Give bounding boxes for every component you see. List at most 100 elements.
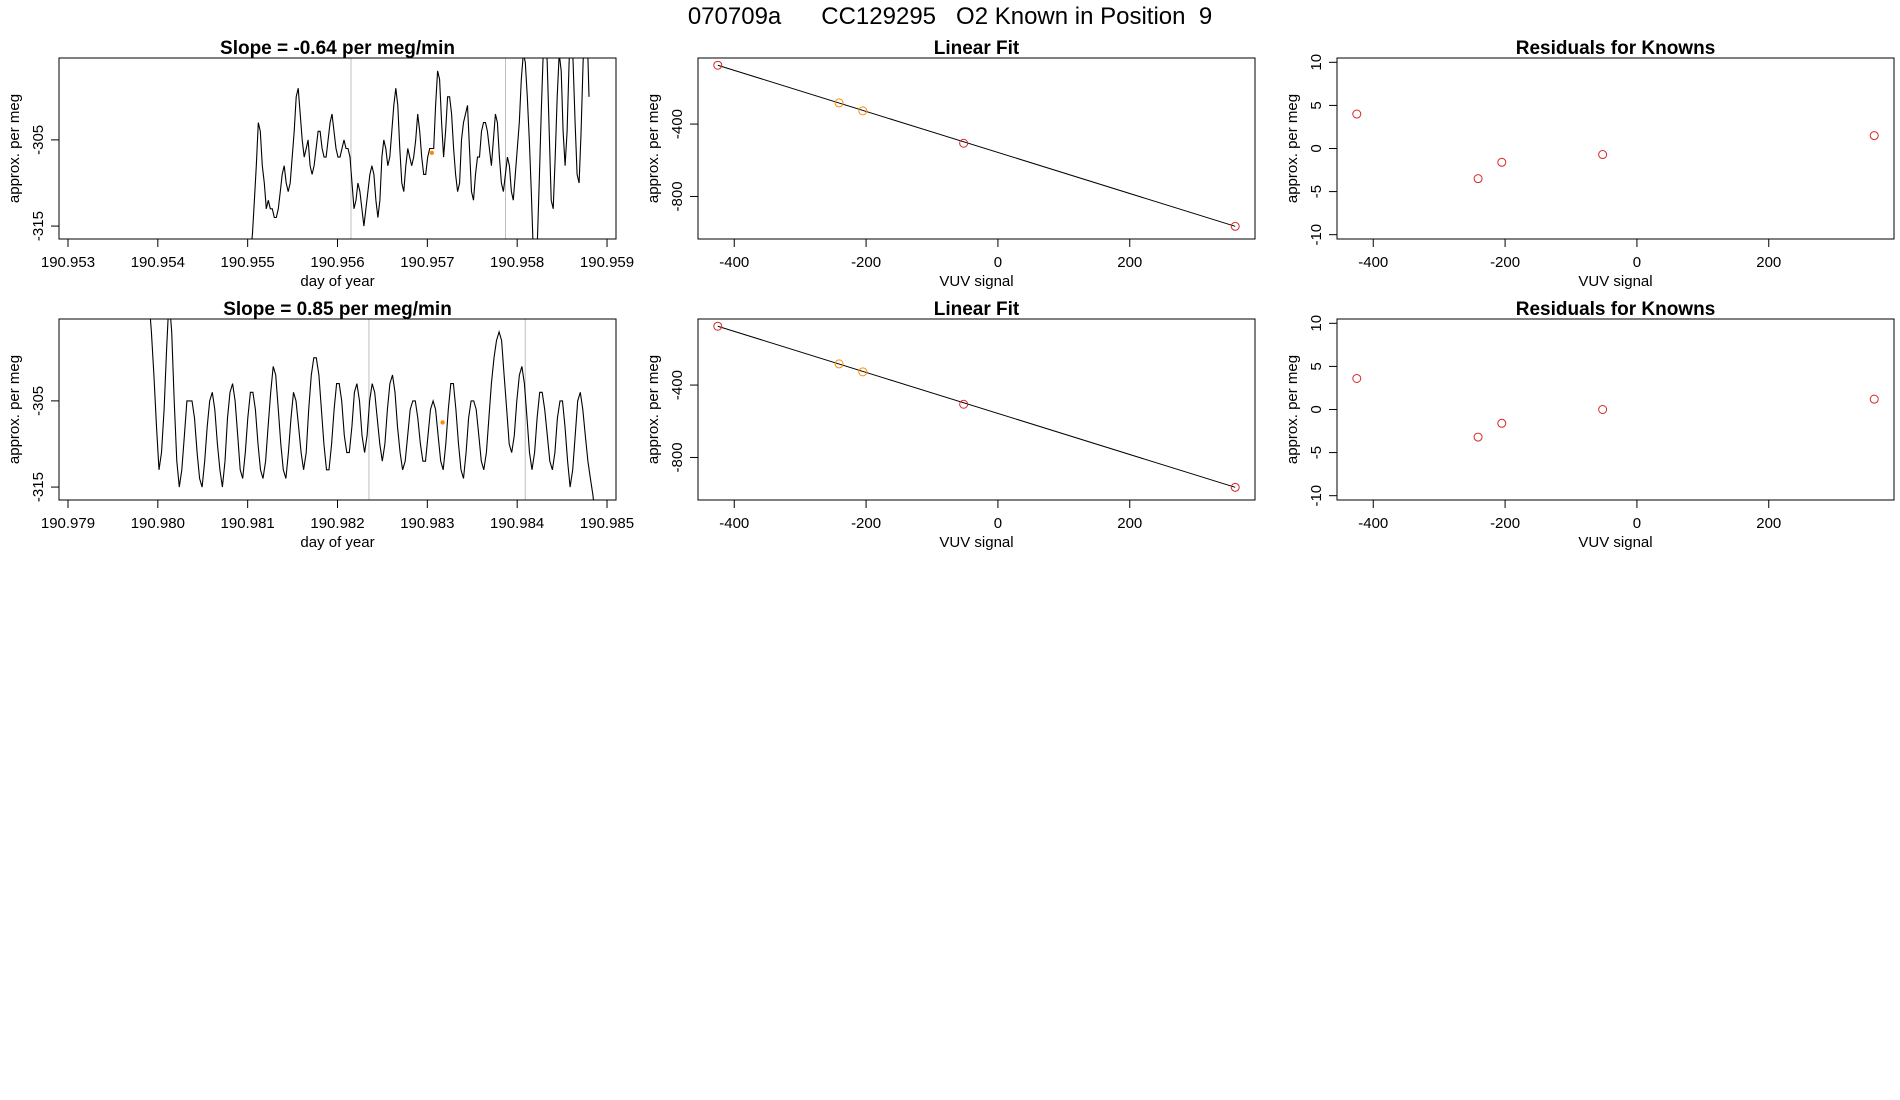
data-point bbox=[858, 106, 868, 116]
y-tick-label: 10 bbox=[1308, 54, 1325, 71]
marker-point bbox=[429, 150, 435, 156]
x-tick-label: 190.959 bbox=[580, 254, 634, 271]
x-tick-label: 0 bbox=[994, 515, 1002, 532]
chart-title: Linear Fit bbox=[934, 299, 1020, 320]
y-tick-label: 5 bbox=[1308, 362, 1325, 370]
chart-title: Residuals for Knowns bbox=[1516, 299, 1716, 320]
data-point bbox=[1230, 221, 1240, 231]
y-axis-label: approx. per meg bbox=[1284, 355, 1301, 464]
data-point bbox=[1352, 373, 1362, 383]
data-point bbox=[1598, 150, 1608, 160]
data-point bbox=[1473, 174, 1483, 184]
x-tick-label: -200 bbox=[851, 254, 881, 271]
x-tick-label: 190.981 bbox=[221, 515, 275, 532]
data-point bbox=[1497, 418, 1507, 428]
y-tick-label: 10 bbox=[1308, 315, 1325, 332]
x-axis-label: VUV signal bbox=[1578, 273, 1652, 290]
plot-frame bbox=[697, 57, 1256, 240]
data-point bbox=[1869, 131, 1879, 141]
chart-title: Residuals for Knowns bbox=[1516, 38, 1716, 59]
x-tick-label: -400 bbox=[719, 515, 749, 532]
data-point bbox=[959, 399, 969, 409]
plot-area bbox=[149, 319, 594, 500]
y-tick-label: -305 bbox=[30, 125, 47, 155]
x-tick-label: 200 bbox=[1756, 515, 1781, 532]
x-tick-label: -200 bbox=[1490, 515, 1520, 532]
y-tick-label: 5 bbox=[1308, 101, 1325, 109]
x-tick-label: 190.957 bbox=[400, 254, 454, 271]
chart-panel-1: Slope = -0.64 per meg/min 190.953 190.954 1… bbox=[6, 38, 634, 290]
x-axis-label: VUV signal bbox=[939, 534, 1013, 551]
x-tick-label: 190.985 bbox=[580, 515, 634, 532]
y-axis-label: approx. per meg bbox=[645, 94, 662, 203]
x-tick-label: 190.980 bbox=[131, 515, 185, 532]
x-tick-label: 190.954 bbox=[131, 254, 185, 271]
y-tick-label: -5 bbox=[1308, 446, 1325, 459]
x-axis-label: VUV signal bbox=[939, 273, 1013, 290]
plot-frame bbox=[58, 318, 617, 501]
x-tick-label: 190.956 bbox=[310, 254, 364, 271]
series-line bbox=[149, 319, 594, 500]
chart-title: Linear Fit bbox=[934, 38, 1020, 59]
x-tick-label: 200 bbox=[1756, 254, 1781, 271]
data-point bbox=[1497, 157, 1507, 167]
y-tick-label: -400 bbox=[669, 370, 686, 400]
chart-panel-4: Slope = 0.85 per meg/min 190.979 190.980 19… bbox=[6, 299, 634, 551]
data-point bbox=[1598, 405, 1608, 414]
x-tick-label: 200 bbox=[1117, 254, 1142, 271]
chart-title: Slope = -0.64 per meg/min bbox=[220, 38, 455, 59]
x-tick-label: 200 bbox=[1117, 515, 1142, 532]
y-tick-label: -10 bbox=[1308, 485, 1325, 507]
fit-line bbox=[717, 64, 1236, 227]
plot-frame bbox=[1336, 318, 1895, 501]
series-line bbox=[251, 58, 590, 239]
plot-frame bbox=[697, 318, 1256, 501]
chart-title: Slope = 0.85 per meg/min bbox=[223, 299, 452, 320]
x-tick-label: 190.958 bbox=[490, 254, 544, 271]
y-tick-label: -800 bbox=[669, 442, 686, 472]
data-point bbox=[959, 138, 969, 148]
x-tick-label: 0 bbox=[1633, 515, 1641, 532]
x-tick-label: -200 bbox=[851, 515, 881, 532]
x-tick-label: -200 bbox=[1490, 254, 1520, 271]
x-tick-label: 190.982 bbox=[310, 515, 364, 532]
data-point bbox=[858, 367, 868, 377]
y-tick-label: -10 bbox=[1308, 224, 1325, 246]
plot-area bbox=[713, 60, 1240, 231]
y-tick-label: 0 bbox=[1308, 405, 1325, 413]
data-point bbox=[1869, 394, 1879, 404]
data-point bbox=[713, 321, 723, 331]
y-tick-label: -315 bbox=[30, 472, 47, 502]
marker-point bbox=[440, 420, 445, 425]
x-tick-label: -400 bbox=[1358, 515, 1388, 532]
data-point bbox=[1473, 432, 1483, 442]
page-title: 070709a CC129295 O2 Known in Position 9 bbox=[687, 3, 1213, 30]
data-point bbox=[834, 98, 844, 108]
y-axis-label: approx. per meg bbox=[6, 94, 23, 203]
x-tick-label: -400 bbox=[719, 254, 749, 271]
plot-area bbox=[1352, 109, 1879, 184]
x-tick-label: 190.953 bbox=[41, 254, 95, 271]
chart-panel-6: Residuals for Knowns -400 -200 0 200 VUV sign… bbox=[1284, 299, 1895, 551]
plot-area bbox=[1352, 373, 1879, 442]
y-tick-label: 0 bbox=[1308, 144, 1325, 152]
x-tick-label: 190.983 bbox=[400, 515, 454, 532]
x-tick-label: 190.955 bbox=[221, 254, 275, 271]
x-axis-label: VUV signal bbox=[1578, 534, 1652, 551]
x-tick-label: 0 bbox=[1633, 254, 1641, 271]
plot-frame bbox=[58, 57, 617, 240]
plot-area bbox=[713, 321, 1240, 492]
x-tick-label: 190.984 bbox=[490, 515, 544, 532]
y-axis-label: approx. per meg bbox=[1284, 94, 1301, 203]
data-point bbox=[834, 359, 844, 369]
y-tick-label: -400 bbox=[669, 109, 686, 139]
y-axis-label: approx. per meg bbox=[645, 355, 662, 464]
y-tick-label: -315 bbox=[30, 211, 47, 241]
y-axis-label: approx. per meg bbox=[6, 355, 23, 464]
x-axis-label: day of year bbox=[300, 273, 374, 290]
chart-panel-2: Linear Fit -400 -200 0 200 VUV signal -800 -400… bbox=[645, 38, 1256, 290]
fit-line bbox=[717, 325, 1236, 488]
data-point bbox=[1230, 482, 1240, 492]
chart-panel-5: Linear Fit -400 -200 0 200 VUV signal -800 -400… bbox=[645, 299, 1256, 551]
